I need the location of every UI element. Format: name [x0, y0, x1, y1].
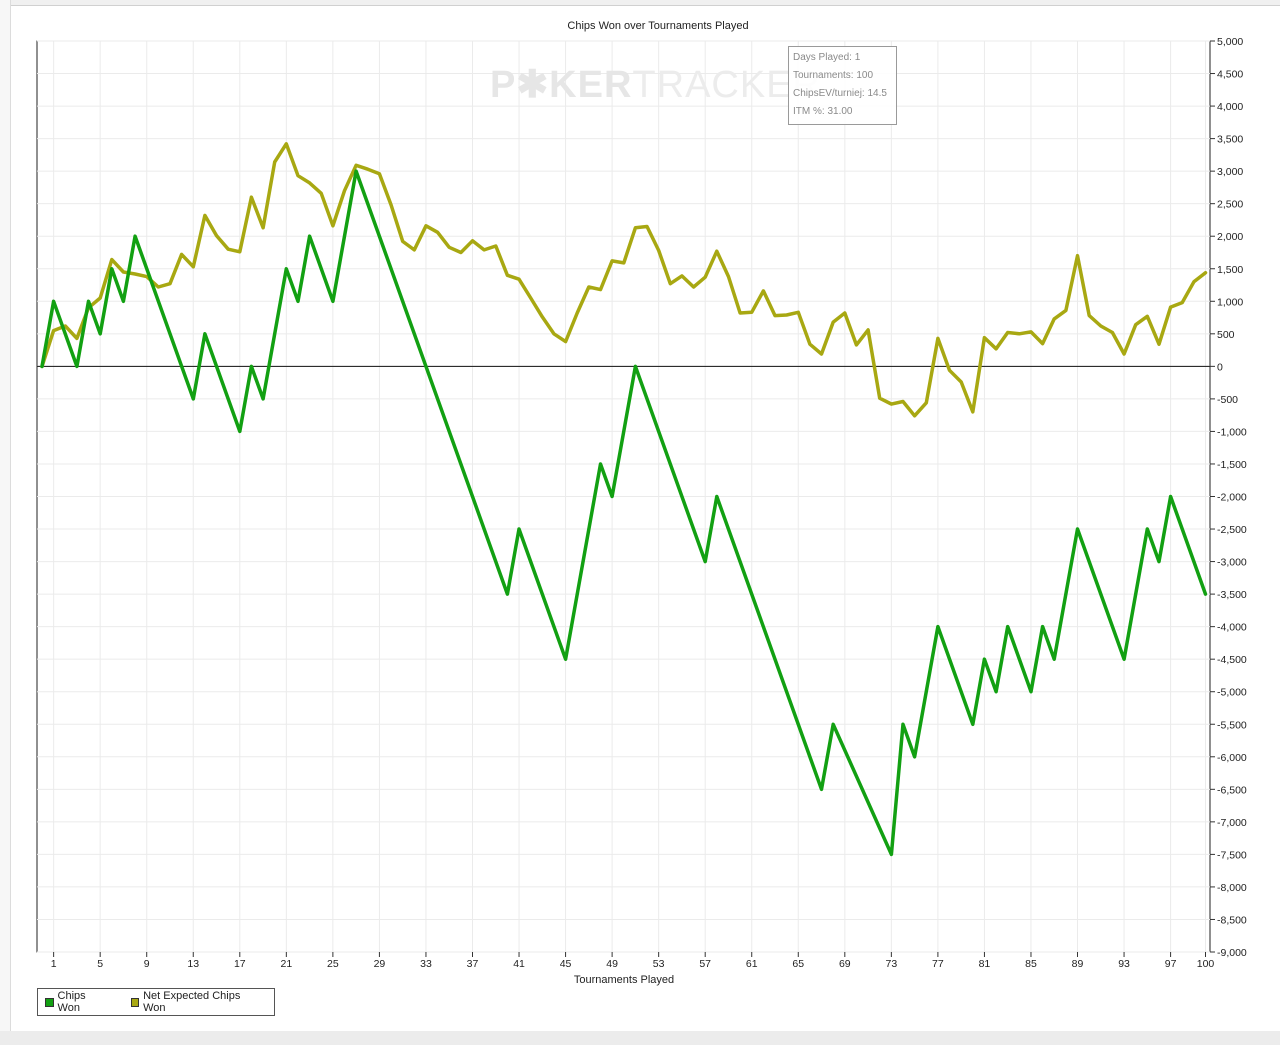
y-tick-label: 500	[1217, 329, 1235, 341]
y-tick-label: -4,500	[1217, 654, 1247, 666]
y-tick-label: -9,000	[1217, 947, 1247, 959]
y-tick-label: -5,000	[1217, 687, 1247, 699]
x-tick-label: 13	[187, 958, 199, 970]
stats-tooltip: Days Played: 1 Tournaments: 100 ChipsEV/…	[788, 46, 897, 125]
y-tick-label: -3,000	[1217, 557, 1247, 569]
x-tick-label: 65	[792, 958, 804, 970]
y-tick-label: -8,500	[1217, 914, 1247, 926]
y-tick-label: -2,500	[1217, 524, 1247, 536]
tooltip-tournaments: Tournaments: 100	[793, 70, 874, 81]
series-line-net-expected-chips-won[interactable]	[40, 142, 1208, 418]
legend-item-net-expected[interactable]: Net Expected Chips Won	[130, 990, 258, 1014]
x-tick-label: 97	[1165, 958, 1177, 970]
tooltip-chipsev: ChipsEV/turniej: 14.5	[793, 88, 887, 99]
x-tick-label: 49	[606, 958, 618, 970]
x-tick-label: 29	[374, 958, 386, 970]
y-tick-label: -6,000	[1217, 752, 1247, 764]
y-tick-label: 2,500	[1217, 199, 1243, 211]
y-tick-label: -2,000	[1217, 492, 1247, 504]
window-bottom-bar	[0, 1031, 1280, 1045]
y-tick-label: -7,000	[1217, 817, 1247, 829]
x-tick-label: 57	[699, 958, 711, 970]
y-tick-label: 0	[1217, 361, 1223, 373]
y-tick-label: -4,000	[1217, 622, 1247, 634]
y-tick-label: -1,000	[1217, 426, 1247, 438]
tooltip-itm: ITM %: 31.00	[793, 106, 853, 117]
x-tick-label: 33	[420, 958, 432, 970]
pokertracker-watermark: P✱KERTRACKER	[490, 64, 821, 106]
legend-swatch-chips-won	[45, 997, 54, 1007]
grid-lines	[37, 40, 1210, 953]
y-tick-label: -6,500	[1217, 784, 1247, 796]
x-tick-label: 37	[467, 958, 479, 970]
y-tick-label: -1,500	[1217, 459, 1247, 471]
y-tick-label: -3,500	[1217, 589, 1247, 601]
x-tick-label: 41	[513, 958, 525, 970]
series-layer	[40, 142, 1208, 857]
x-tick-label: 61	[746, 958, 758, 970]
y-tick-label: 1,000	[1217, 296, 1243, 308]
x-tick-label: 5	[97, 958, 103, 970]
y-tick-label: -8,000	[1217, 882, 1247, 894]
x-axis-label: Tournaments Played	[574, 974, 674, 986]
x-axis: 1 5 9 13 17 21 25 29 33 37 41 45 49 53 57 61 65 69 73 77 81 8…	[51, 952, 1215, 970]
series-line-chips-won[interactable]	[40, 169, 1208, 857]
x-tick-label: 53	[653, 958, 665, 970]
y-tick-label: 4,000	[1217, 101, 1243, 113]
x-tick-label: 85	[1025, 958, 1037, 970]
x-tick-label: 81	[979, 958, 991, 970]
legend-label-chips-won: Chips Won	[57, 990, 86, 1014]
x-tick-label: 17	[234, 958, 246, 970]
y-tick-label: 3,000	[1217, 166, 1243, 178]
legend-item-chips-won[interactable]: Chips Won	[45, 990, 108, 1014]
legend-swatch-net-expected	[130, 997, 140, 1007]
x-tick-label: 45	[560, 958, 572, 970]
x-tick-label: 100	[1197, 958, 1215, 970]
chart-title: Chips Won over Tournaments Played	[567, 20, 748, 32]
x-tick-label: 89	[1072, 958, 1084, 970]
y-tick-label: -7,500	[1217, 849, 1247, 861]
chart-legend: Chips Won Net Expected Chips Won	[37, 988, 275, 1016]
y-tick-label: 3,500	[1217, 134, 1243, 146]
window-top-edge	[10, 0, 1280, 6]
y-tick-label: 1,500	[1217, 264, 1243, 276]
x-tick-label: 21	[280, 958, 292, 970]
x-tick-label: 73	[886, 958, 898, 970]
y-tick-label: -5,500	[1217, 719, 1247, 731]
legend-label-net-expected: Net Expected Chips Won	[143, 990, 241, 1014]
x-tick-label: 25	[327, 958, 339, 970]
x-tick-label: 69	[839, 958, 851, 970]
y-tick-label: 2,000	[1217, 231, 1243, 243]
tooltip-days-played: Days Played: 1	[793, 52, 861, 63]
x-tick-label: 9	[144, 958, 150, 970]
window-left-edge	[0, 0, 11, 1031]
x-tick-label: 1	[51, 958, 57, 970]
y-tick-label: 4,500	[1217, 69, 1243, 81]
y-tick-label: 5,000	[1217, 36, 1243, 48]
y-axis: 5,000 4,500 4,000 3,500 3,000 2,500 2,000 1,500…	[1210, 36, 1247, 959]
y-tick-label: -500	[1217, 394, 1238, 406]
x-tick-label: 93	[1118, 958, 1130, 970]
x-tick-label: 77	[932, 958, 944, 970]
